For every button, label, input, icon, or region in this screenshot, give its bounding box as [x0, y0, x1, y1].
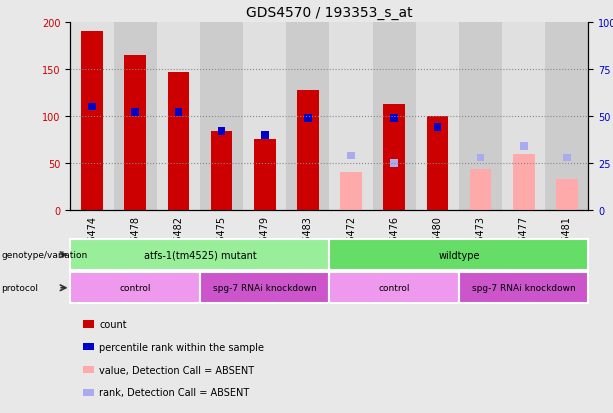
Bar — [175, 109, 182, 116]
Text: spg-7 RNAi knockdown: spg-7 RNAi knockdown — [472, 284, 576, 292]
Bar — [131, 109, 139, 116]
Bar — [297, 90, 319, 211]
Text: rank, Detection Call = ABSENT: rank, Detection Call = ABSENT — [99, 387, 249, 397]
Bar — [124, 56, 146, 211]
Bar — [520, 143, 528, 150]
Bar — [200, 23, 243, 211]
Bar — [556, 180, 577, 211]
Bar — [390, 160, 398, 167]
Bar — [502, 23, 546, 211]
Text: control: control — [120, 284, 151, 292]
Bar — [254, 139, 275, 211]
Bar — [563, 154, 571, 162]
Text: spg-7 RNAi knockdown: spg-7 RNAi knockdown — [213, 284, 316, 292]
Text: atfs-1(tm4525) mutant: atfs-1(tm4525) mutant — [143, 250, 256, 260]
Bar — [373, 23, 416, 211]
Bar — [304, 115, 312, 122]
Bar — [167, 73, 189, 211]
Bar — [459, 23, 502, 211]
Bar — [330, 23, 373, 211]
Bar — [261, 132, 268, 139]
Bar — [243, 23, 286, 211]
Text: count: count — [99, 319, 127, 329]
Bar — [470, 169, 492, 211]
Text: value, Detection Call = ABSENT: value, Detection Call = ABSENT — [99, 365, 254, 375]
Bar — [82, 32, 103, 211]
Bar — [477, 154, 484, 162]
Bar — [546, 23, 588, 211]
Bar — [433, 124, 441, 132]
Bar — [416, 23, 459, 211]
Bar — [70, 23, 113, 211]
Text: genotype/variation: genotype/variation — [1, 251, 88, 259]
Bar — [427, 116, 448, 211]
Bar — [211, 132, 232, 211]
Bar — [218, 128, 226, 135]
Text: control: control — [378, 284, 410, 292]
Bar — [384, 104, 405, 211]
Bar — [513, 154, 535, 211]
Text: protocol: protocol — [1, 284, 38, 292]
Bar — [390, 115, 398, 122]
Bar — [520, 143, 528, 150]
Bar — [286, 23, 330, 211]
Text: percentile rank within the sample: percentile rank within the sample — [99, 342, 264, 352]
Title: GDS4570 / 193353_s_at: GDS4570 / 193353_s_at — [246, 6, 413, 20]
Bar — [88, 104, 96, 111]
Bar — [157, 23, 200, 211]
Bar — [347, 152, 355, 160]
Text: wildtype: wildtype — [438, 250, 480, 260]
Bar — [113, 23, 157, 211]
Bar — [340, 173, 362, 211]
